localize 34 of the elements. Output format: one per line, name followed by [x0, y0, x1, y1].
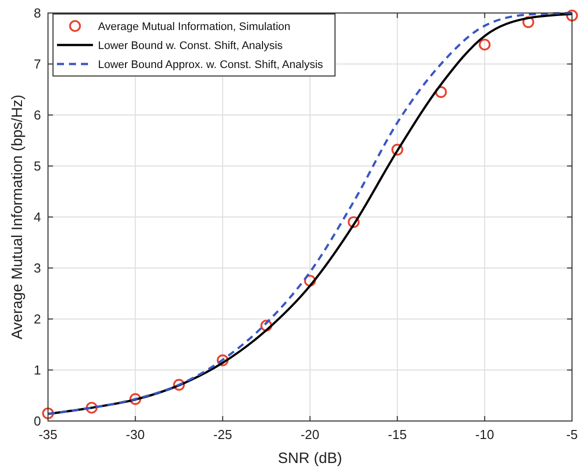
y-tick-label: 3 [34, 260, 41, 276]
y-axis-title: Average Mutual Information (bps/Hz) [9, 94, 26, 340]
point [216, 354, 229, 366]
point [435, 86, 447, 98]
point [42, 407, 54, 420]
y-tick-label: 1 [34, 362, 41, 378]
legend-label: Average Mutual Information, Simulation [98, 21, 290, 33]
legend-label: Lower Bound Approx. w. Const. Shift, Analysis [98, 59, 324, 71]
y-tick-label: 4 [34, 210, 41, 224]
x-tick-label: -35 [38, 427, 58, 442]
x-tick-label: -20 [300, 427, 320, 442]
y-tick-label: 7 [34, 56, 41, 72]
x-tick-label: -15 [388, 427, 407, 442]
point [304, 274, 316, 287]
point [260, 320, 272, 332]
point [478, 38, 491, 51]
point [129, 393, 142, 405]
y-tick-label: 5 [34, 158, 41, 174]
y-tick-label: 2 [34, 312, 41, 326]
y-tick-label: 8 [34, 6, 41, 20]
y-tick-label: 0 [34, 414, 41, 428]
point [348, 216, 360, 228]
legend-label: Lower Bound w. Const. Shift, Analysis [98, 40, 284, 52]
x-tick-label: -30 [126, 427, 145, 442]
x-tick-label: -25 [213, 427, 232, 442]
y-tick-label: 6 [34, 108, 41, 122]
point [522, 16, 534, 28]
point [173, 378, 185, 391]
x-axis-title: SNR (dB) [278, 450, 342, 467]
point [391, 144, 404, 156]
x-tick-label: -5 [566, 427, 578, 442]
point [86, 402, 98, 414]
x-tick-label: -10 [475, 427, 494, 442]
point [566, 10, 578, 22]
